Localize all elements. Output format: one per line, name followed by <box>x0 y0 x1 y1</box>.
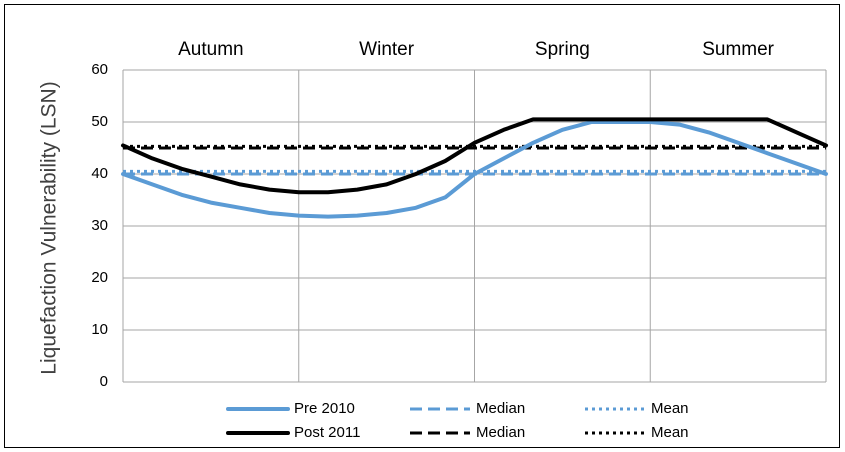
season-labels: Autumn Winter Spring Summer <box>178 39 775 60</box>
y-tick-label: 40 <box>91 165 108 182</box>
y-tick-label: 50 <box>91 113 108 130</box>
season-label: Summer <box>702 39 774 60</box>
season-label: Autumn <box>178 39 243 60</box>
legend-label: Pre 2010 <box>294 400 355 417</box>
legend-label: Median <box>476 424 525 441</box>
y-tick-label: 30 <box>91 217 108 234</box>
legend-label: Mean <box>651 400 689 417</box>
legend-label: Mean <box>651 424 689 441</box>
series-lines <box>121 117 828 219</box>
y-tick-labels: 0 10 20 30 40 50 60 <box>91 61 108 390</box>
axes <box>122 70 827 383</box>
season-label: Winter <box>359 39 415 60</box>
y-tick-label: 60 <box>91 61 108 78</box>
series-line-post-2011 <box>121 117 828 195</box>
legend: Pre 2010 Median Mean Post 2011 Median Mean <box>226 400 689 441</box>
y-tick-label: 10 <box>91 321 108 338</box>
y-tick-label: 20 <box>91 269 108 286</box>
y-tick-label: 0 <box>100 373 108 390</box>
legend-label: Post 2011 <box>294 424 360 441</box>
y-axis-label: Liquefaction Vulnerability (LSN) <box>38 81 61 374</box>
legend-label: Median <box>476 400 525 417</box>
season-label: Spring <box>535 39 590 60</box>
series-line-pre-2010 <box>121 120 828 219</box>
gridlines <box>123 69 826 382</box>
